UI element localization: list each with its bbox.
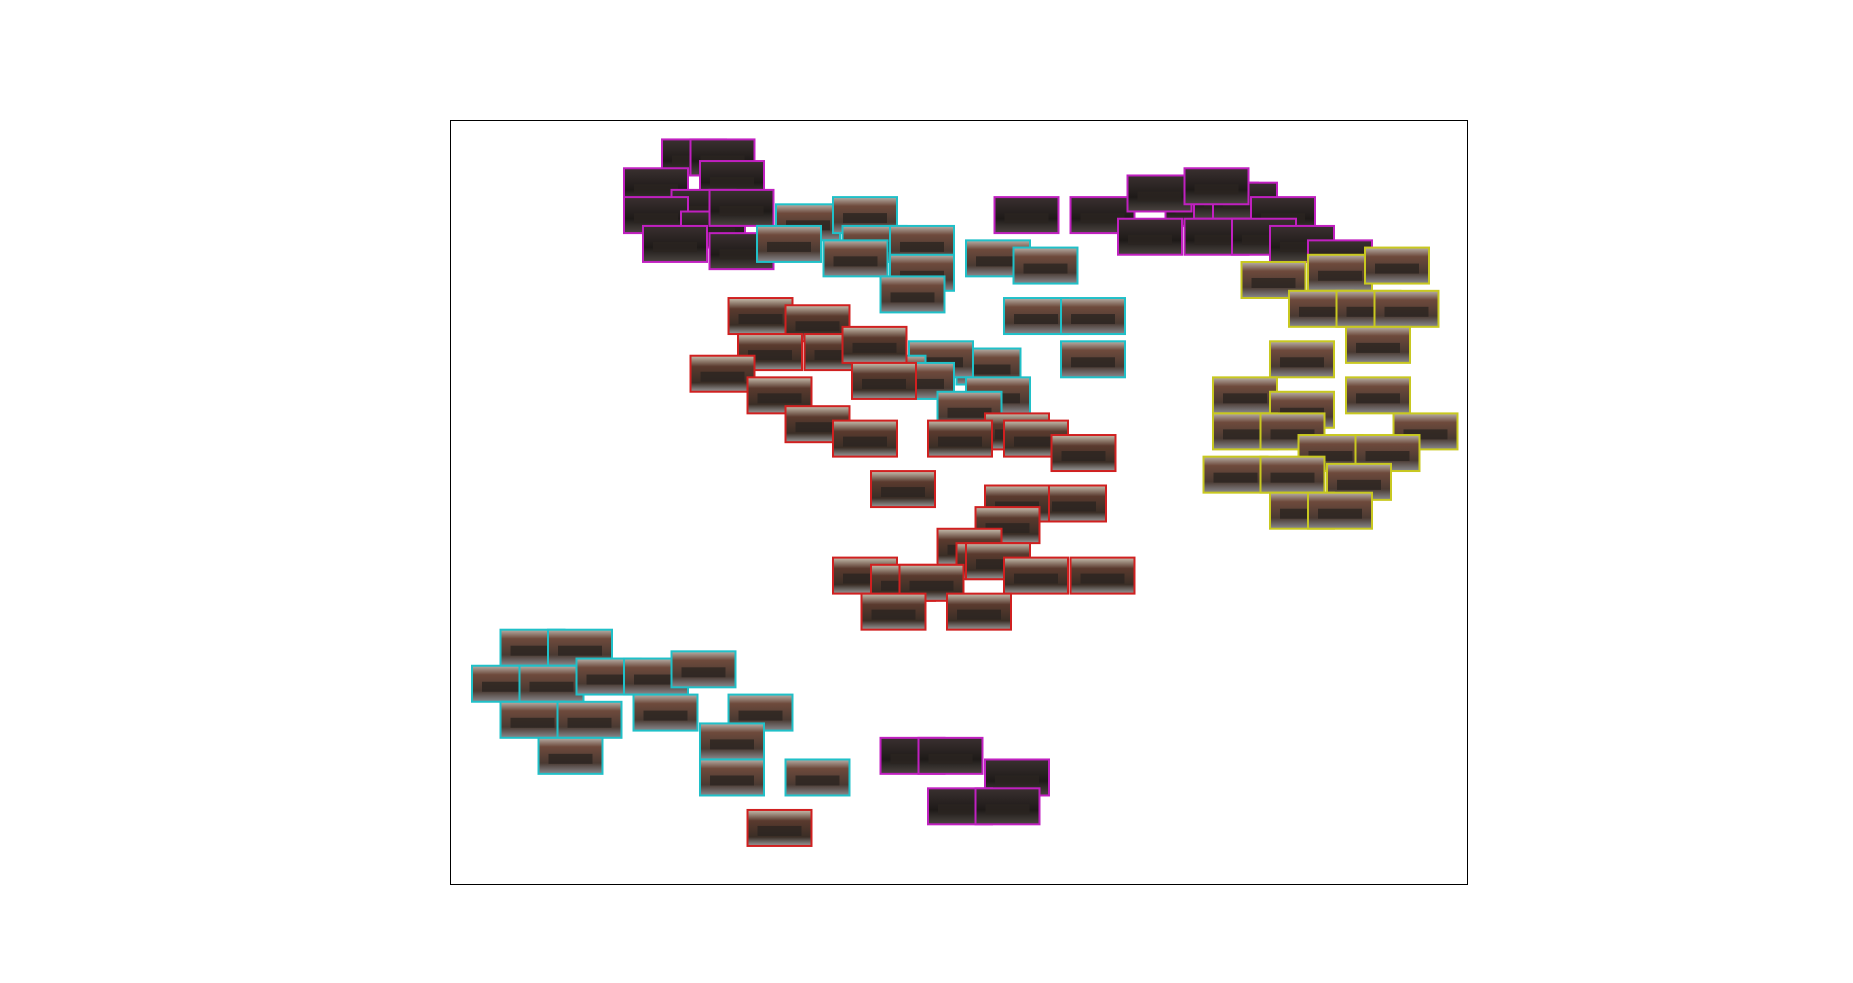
thumbnail-point-magenta [708, 188, 775, 227]
thumbnail-point-cyan [1003, 297, 1069, 336]
thumbnail-point-yellow [1345, 376, 1411, 415]
thumbnail-point-yellow [1259, 455, 1326, 494]
thumbnail-point-cyan [556, 700, 623, 739]
thumbnail-point-red [1050, 434, 1117, 473]
thumbnail-point-magenta [1117, 217, 1183, 256]
thumbnail-point-red [927, 419, 993, 458]
thumbnail-point-cyan [756, 224, 822, 263]
thumbnail-point-magenta [974, 787, 1041, 826]
thumbnail-point-red [727, 297, 794, 336]
thumbnail-point-cyan [1060, 340, 1126, 379]
thumbnail-point-magenta [1126, 174, 1193, 213]
thumbnail-point-red [746, 376, 813, 415]
thumbnail-point-cyan [699, 722, 765, 761]
thumbnail-point-cyan [784, 758, 851, 797]
thumbnail-point-cyan [1060, 297, 1126, 336]
thumbnail-point-magenta [993, 196, 1060, 235]
thumbnail-point-red [946, 592, 1012, 631]
thumbnail-point-yellow [1212, 376, 1278, 415]
thumbnail-point-yellow [1269, 340, 1335, 379]
thumbnail-point-yellow [1364, 246, 1430, 285]
thumbnail-point-red [870, 470, 936, 509]
thumbnail-point-cyan [537, 736, 604, 775]
thumbnail-point-red [841, 325, 908, 364]
thumbnail-point-red [832, 419, 898, 458]
thumbnail-point-cyan [699, 758, 765, 797]
thumbnail-point-red [851, 361, 917, 400]
thumbnail-point-yellow [1307, 491, 1373, 530]
thumbnail-point-red [860, 592, 927, 631]
thumbnail-point-cyan [822, 239, 889, 278]
thumbnail-point-red [1003, 556, 1069, 595]
thumbnail-point-cyan [632, 693, 699, 732]
thumbnail-point-cyan [670, 650, 737, 689]
thumbnail-point-yellow [1202, 455, 1269, 494]
thumbnail-point-cyan [499, 700, 566, 739]
thumbnail-point-magenta [1183, 167, 1250, 206]
thumbnail-point-yellow [1373, 289, 1440, 328]
thumbnail-point-cyan [1012, 246, 1079, 285]
thumbnail-point-red [1041, 484, 1107, 523]
thumbnail-point-yellow [1307, 253, 1373, 292]
thumbnail-point-magenta [642, 224, 708, 263]
thumbnail-point-magenta [1069, 196, 1136, 235]
thumbnail-point-red [746, 808, 813, 847]
scatter-plot-svg [471, 138, 1459, 847]
thumbnail-point-red [1069, 556, 1136, 595]
thumbnail-point-yellow [1345, 325, 1411, 364]
thumbnail-point-cyan [518, 664, 585, 703]
thumbnail-point-magenta [917, 736, 984, 775]
thumbnail-point-red [689, 354, 756, 393]
thumbnail-point-cyan [879, 275, 946, 314]
plot-area [450, 120, 1468, 885]
